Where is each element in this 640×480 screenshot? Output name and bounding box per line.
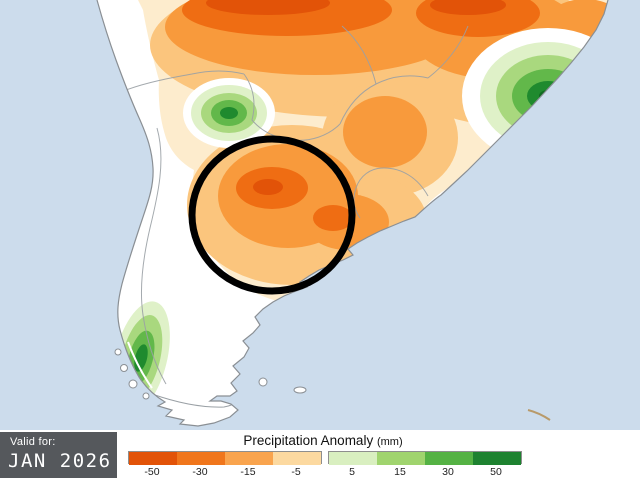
legend-title-text: Precipitation Anomaly bbox=[243, 433, 374, 448]
country-borders bbox=[125, 25, 469, 385]
islands bbox=[114, 348, 307, 400]
legend-wet-group bbox=[328, 451, 522, 465]
precipitation-legend: Precipitation Anomaly (mm) bbox=[122, 430, 524, 480]
precipitation-anomaly-map bbox=[0, 0, 640, 430]
legend-tick: -50 bbox=[144, 466, 160, 478]
legend-tick: -5 bbox=[291, 466, 301, 478]
legend-tick: 5 bbox=[349, 466, 355, 478]
legend-tick: -30 bbox=[192, 466, 208, 478]
legend-swatch bbox=[273, 452, 321, 465]
legend-unit: (mm) bbox=[376, 436, 403, 448]
fjord-channel bbox=[127, 341, 153, 389]
legend-title: Precipitation Anomaly (mm) bbox=[122, 433, 524, 448]
legend-tick: 50 bbox=[490, 466, 502, 478]
highlight-circle-annotation bbox=[188, 135, 356, 295]
legend-swatch bbox=[473, 452, 521, 465]
valid-for-value: JAN 2026 bbox=[8, 450, 112, 472]
legend-tick-labels: -50 -30 -15 -5 5 15 30 50 bbox=[128, 466, 520, 478]
legend-swatch bbox=[377, 452, 425, 465]
legend-tick: 30 bbox=[442, 466, 454, 478]
legend-swatch bbox=[225, 452, 273, 465]
legend-swatch bbox=[129, 452, 177, 465]
footer-bar: Valid for: JAN 2026 Precipitation Anomal… bbox=[0, 430, 640, 480]
island-outline-far bbox=[527, 409, 551, 421]
valid-for-label: Valid for: bbox=[10, 436, 56, 448]
legend-tick: -15 bbox=[240, 466, 256, 478]
legend-tick: 15 bbox=[394, 466, 406, 478]
legend-swatch bbox=[177, 452, 225, 465]
legend-swatch bbox=[425, 452, 473, 465]
legend-colorbar bbox=[128, 451, 522, 465]
legend-dry-group bbox=[128, 451, 322, 465]
wet-anomaly-patch-paraguay bbox=[191, 85, 267, 141]
legend-swatch bbox=[329, 452, 377, 465]
legend-zero-gap bbox=[322, 451, 328, 464]
coastline bbox=[96, 0, 609, 427]
valid-for-box: Valid for: JAN 2026 bbox=[0, 432, 117, 478]
